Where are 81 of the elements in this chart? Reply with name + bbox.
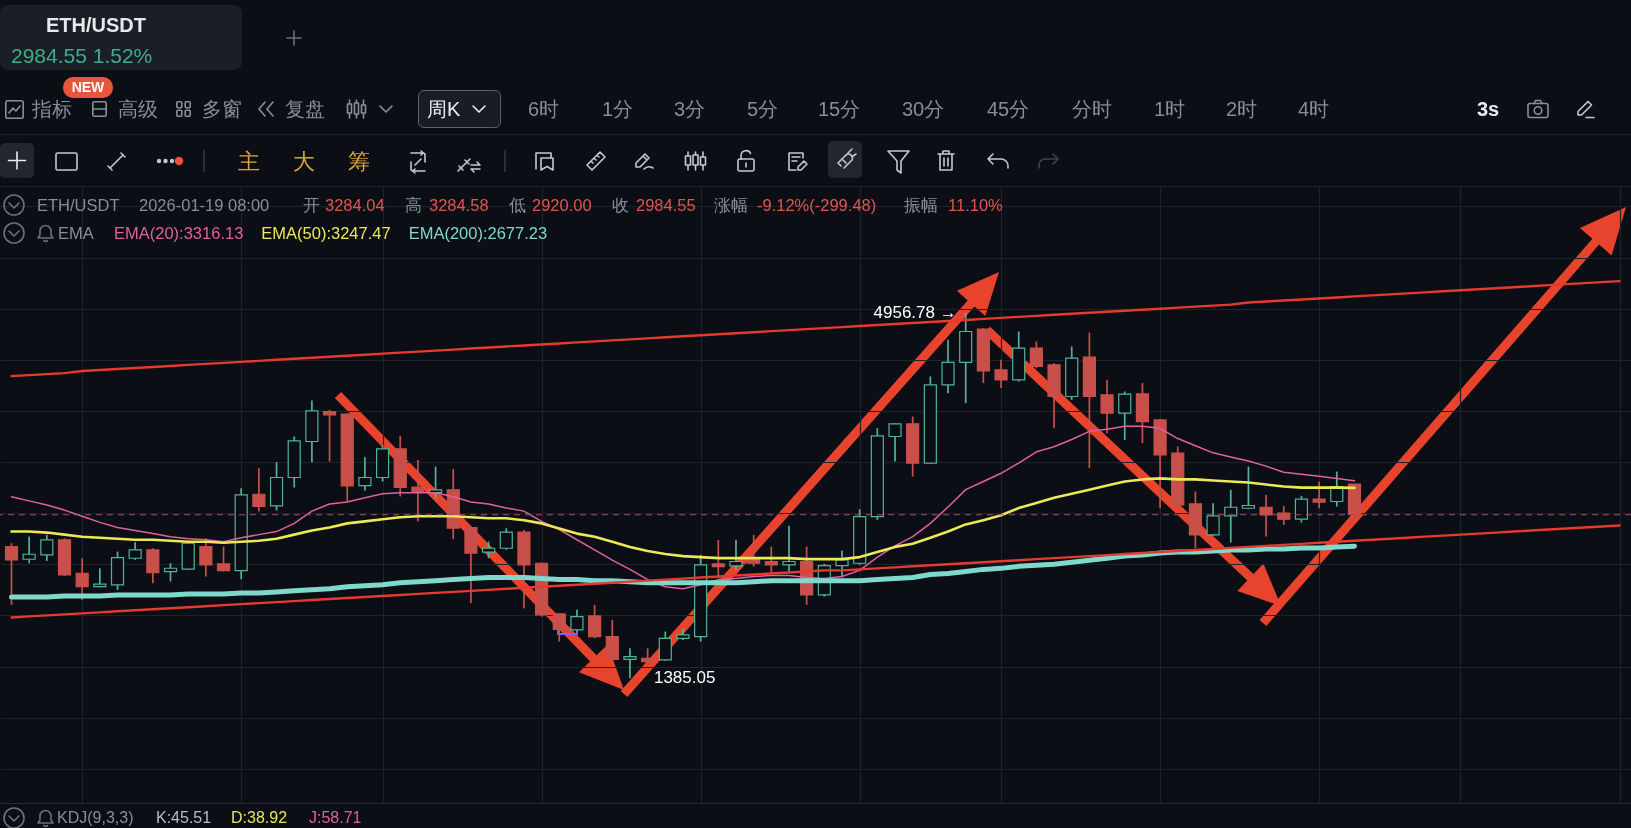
candlestick (623, 647, 637, 680)
candlestick (358, 456, 372, 492)
candlestick (146, 547, 160, 585)
candlestick (605, 619, 619, 663)
candlestick (747, 533, 761, 568)
candlestick (499, 527, 513, 551)
candlestick (729, 538, 743, 571)
candlestick (658, 630, 672, 662)
text: 分时 (1072, 98, 1112, 120)
candlestick (570, 609, 584, 633)
candlestick (1241, 465, 1256, 511)
candlestick (40, 533, 54, 562)
text: 3s (1477, 98, 1500, 120)
candlestick (163, 562, 178, 583)
candlestick (22, 535, 36, 565)
candlestick (1294, 495, 1309, 524)
candlestick (941, 338, 955, 394)
text: EMA(200):2677.23 (408, 223, 548, 243)
text: 高级 (118, 98, 158, 120)
candlestick (252, 467, 266, 513)
candlestick (1029, 340, 1043, 370)
text: 大 (293, 148, 315, 174)
text: 6时 (528, 98, 560, 120)
candlestick (199, 537, 213, 578)
annotation: 2026-01-19 08:00 (139, 195, 270, 214)
annotation: 低 (509, 195, 526, 214)
candlestick (1206, 502, 1220, 537)
candlestick (764, 545, 778, 575)
annotation: ETH/USDT (37, 195, 120, 214)
candlestick (888, 422, 902, 463)
candlestick (1100, 378, 1114, 435)
annotation: 开 (303, 195, 320, 214)
annotation: 收 (612, 195, 629, 214)
text: 4时 (1298, 98, 1330, 120)
candlestick (75, 557, 89, 601)
candlestick (1259, 494, 1273, 538)
annotation: 11.10% (948, 195, 1003, 214)
annotation: 振幅 (904, 195, 938, 214)
candlestick (1312, 480, 1326, 510)
text: 主 (238, 148, 260, 174)
text: 2时 (1226, 98, 1258, 120)
annotation: 高 (405, 195, 422, 214)
candlestick (1118, 390, 1132, 441)
candlestick (216, 545, 231, 573)
text: 45分 (987, 98, 1030, 120)
text: EMA(50):3247.47 (261, 223, 391, 243)
candlestick (4, 542, 19, 606)
text: D:38.92 (231, 809, 288, 827)
annotation: EMA (58, 224, 94, 242)
text: 5分 (747, 98, 779, 120)
annotation: 4956.78 → (873, 303, 957, 323)
text: 15分 (818, 98, 861, 120)
annotation: -9.12%(-299.48) (757, 195, 877, 214)
text: K:45.51 (156, 809, 212, 827)
text: 2984.55 1.52% (11, 43, 153, 67)
candlestick (994, 358, 1008, 389)
candlestick (588, 604, 602, 640)
annotation: 涨幅 (714, 195, 748, 214)
annotation: 2984.55 (636, 195, 696, 214)
text: 多窗 (202, 98, 242, 120)
text: EMA(20):3316.13 (114, 223, 244, 243)
text: J:58.71 (309, 809, 362, 827)
candlestick (1224, 489, 1238, 544)
text: 筹 (348, 148, 370, 174)
text: 指标 (32, 98, 72, 120)
candlestick (322, 408, 337, 463)
text: KDJ(9,3,3) (57, 809, 134, 827)
text: 3分 (674, 98, 706, 120)
annotation: 3284.58 (429, 195, 489, 214)
text: 30分 (902, 98, 945, 120)
annotation: 3284.04 (325, 195, 385, 214)
text: 复盘 (285, 98, 325, 120)
annotation: 2920.00 (532, 195, 592, 214)
candlestick (552, 612, 566, 643)
text: 周K (427, 98, 461, 120)
candlestick (782, 524, 796, 573)
text: 1时 (1154, 98, 1186, 120)
annotation: 1385.05 (653, 668, 716, 688)
candlestick (835, 549, 849, 579)
chart-title: ETH/USDT (46, 14, 146, 36)
text: 1分 (602, 98, 634, 120)
